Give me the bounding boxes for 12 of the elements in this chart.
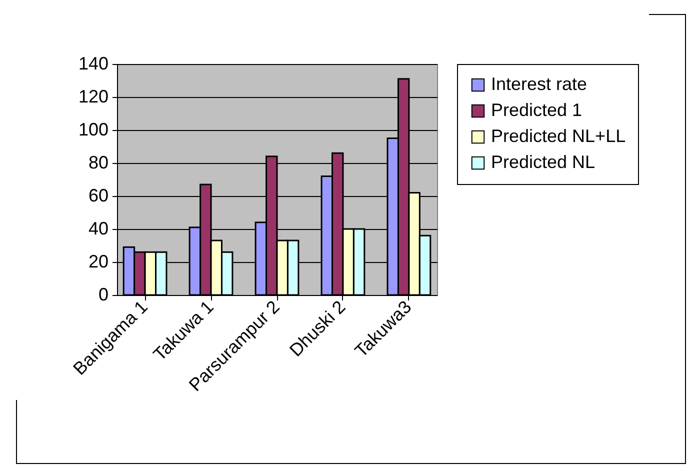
y-tick-label: 20 xyxy=(88,252,108,272)
legend-label: Interest rate xyxy=(491,74,588,94)
legend-label: Predicted NL xyxy=(491,152,596,172)
legend-label: Predicted NL+LL xyxy=(491,126,626,146)
y-tick-label: 120 xyxy=(78,86,108,106)
legend-label: Predicted 1 xyxy=(491,100,582,120)
y-tick-label: 40 xyxy=(88,218,108,238)
y-tick-label: 140 xyxy=(78,54,108,74)
y-tick-label: 100 xyxy=(78,120,108,140)
y-tick-label: 60 xyxy=(88,186,108,206)
y-tick-label: 80 xyxy=(88,152,108,172)
y-tick-label: 0 xyxy=(98,284,108,304)
